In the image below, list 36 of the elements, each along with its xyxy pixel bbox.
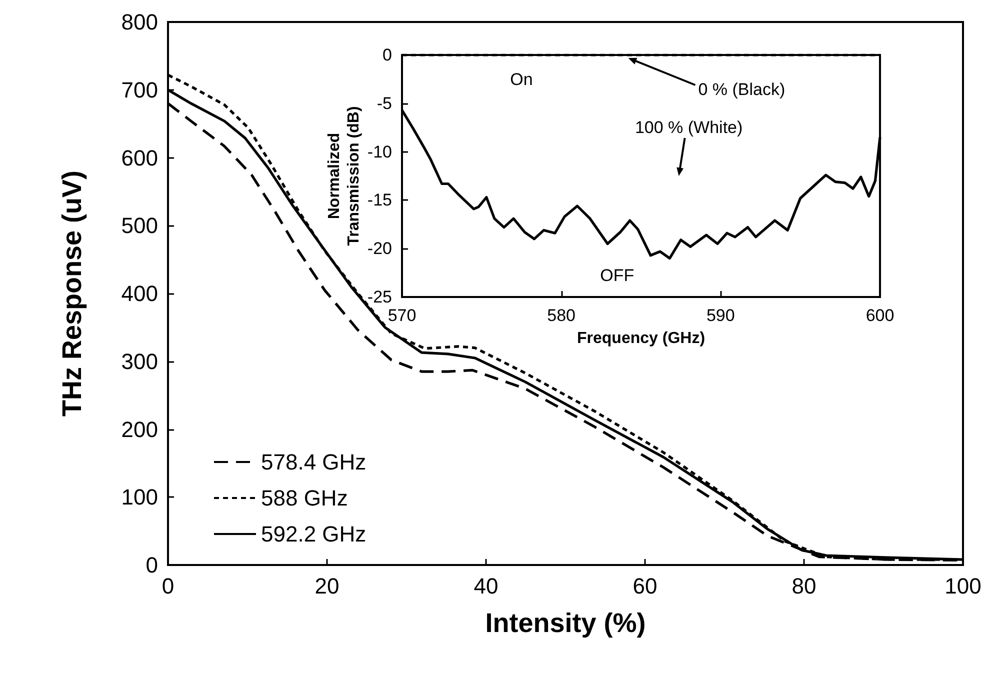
y-tick-label: 300 — [121, 348, 158, 374]
y-tick-label: 0 — [382, 46, 392, 64]
y-tick-label: 700 — [121, 77, 158, 102]
x-tick-label: 20 — [314, 574, 340, 598]
y-tick-label: -20 — [367, 239, 392, 258]
y-axis-title: THz Response (uV) — [56, 170, 87, 417]
y-tick-label: -5 — [376, 94, 392, 113]
x-tick-label: 0 — [162, 574, 174, 598]
x-tick-label: 80 — [792, 574, 816, 598]
y-tick-label: -15 — [367, 190, 392, 210]
y-tick-label: -25 — [367, 288, 392, 306]
x-axis-title: Intensity (%) — [485, 608, 646, 638]
x-tick-label: 600 — [866, 306, 894, 325]
x-tick-label: 570 — [388, 306, 416, 325]
legend-label: 578.4 GHz — [261, 450, 366, 474]
y-tick-label: 200 — [121, 416, 158, 442]
x-tick-label: 580 — [547, 306, 576, 325]
x-tick-label: 60 — [632, 574, 658, 598]
y-axis-title: Normalized Transmission (dB) — [326, 106, 362, 246]
annotation: OFF — [600, 266, 634, 286]
legend-label: 588 GHz — [261, 486, 348, 510]
y-tick-label: 800 — [121, 10, 158, 34]
y-tick-label: 100 — [121, 484, 158, 510]
x-tick-label: 40 — [474, 574, 498, 598]
y-tick-label: 0 — [146, 552, 158, 578]
y-tick-label: 600 — [121, 145, 158, 170]
y-tick-label: -10 — [367, 142, 392, 162]
annotation: 100 % (White) — [634, 118, 743, 137]
legend-label: 592.2 GHz — [261, 522, 366, 546]
annotation: On — [510, 70, 533, 89]
y-tick-label: 400 — [121, 281, 158, 306]
x-tick-label: 100 — [944, 574, 982, 598]
x-axis-title: Frequency (GHz) — [576, 330, 706, 348]
y-tick-label: 500 — [121, 213, 158, 238]
x-tick-label: 590 — [706, 306, 735, 325]
annotation: 0 % (Black) — [698, 80, 786, 99]
